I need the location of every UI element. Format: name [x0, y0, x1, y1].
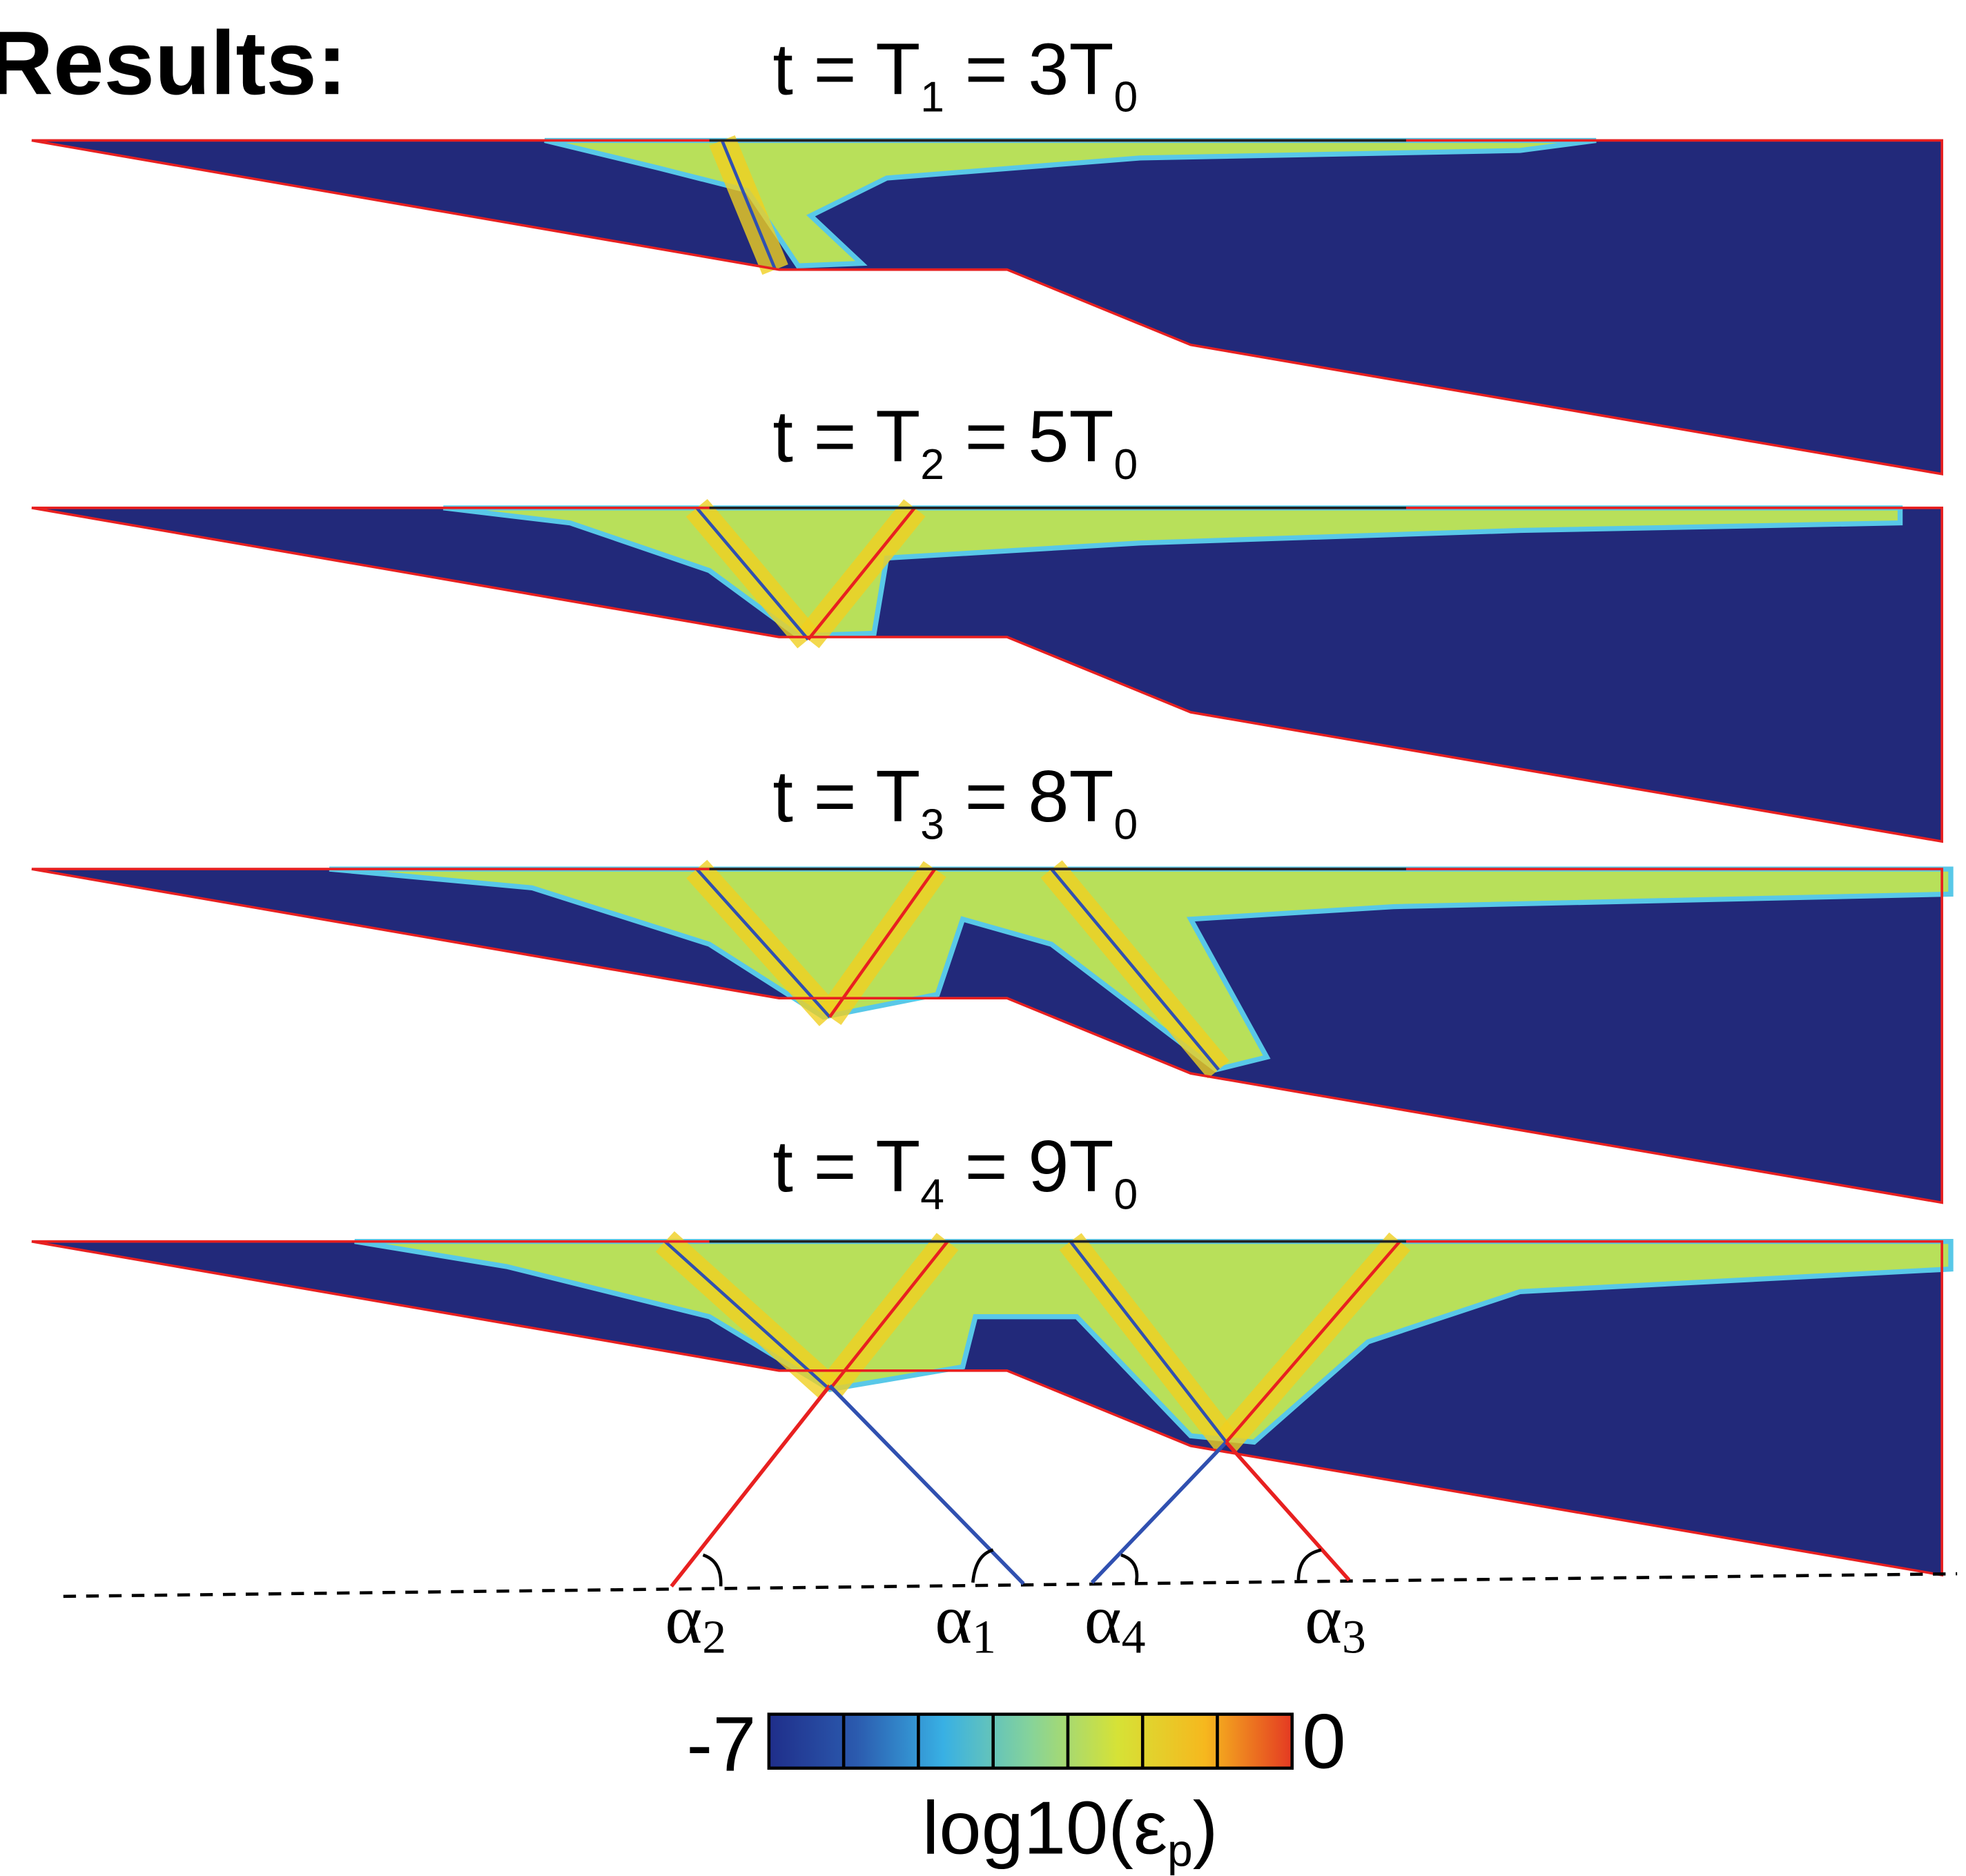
colorbar-label: log10(εp)	[922, 1786, 1218, 1876]
reference-line	[64, 1574, 1957, 1596]
page: Results: α2 α1 α4 α3 -7 0 log10(εp) t = T1 = …	[0, 0, 1966, 1876]
panel-label: t = T1 = 3T0	[772, 29, 1138, 121]
colorbar-max: 0	[1302, 1698, 1345, 1784]
colorbar-body	[769, 1714, 1292, 1768]
angle-label: α3	[1305, 1581, 1366, 1664]
panel	[32, 1242, 1951, 1575]
angle-label: α2	[665, 1581, 726, 1664]
angle-label: α1	[935, 1581, 996, 1664]
panels	[32, 140, 1951, 1574]
angle-labels: α2 α1 α4 α3	[665, 1581, 1365, 1664]
panel-label: t = T2 = 5T0	[772, 396, 1138, 489]
figure: Results: α2 α1 α4 α3 -7 0 log10(εp) t = T1 = …	[0, 0, 1966, 1876]
results-title: Results:	[0, 12, 347, 113]
angle-label: α4	[1084, 1581, 1146, 1664]
colorbar: -7 0 log10(εp)	[686, 1698, 1345, 1875]
panel-label: t = T3 = 8T0	[772, 756, 1138, 849]
colorbar-min: -7	[686, 1701, 756, 1787]
panel-label: t = T4 = 9T0	[772, 1126, 1138, 1218]
